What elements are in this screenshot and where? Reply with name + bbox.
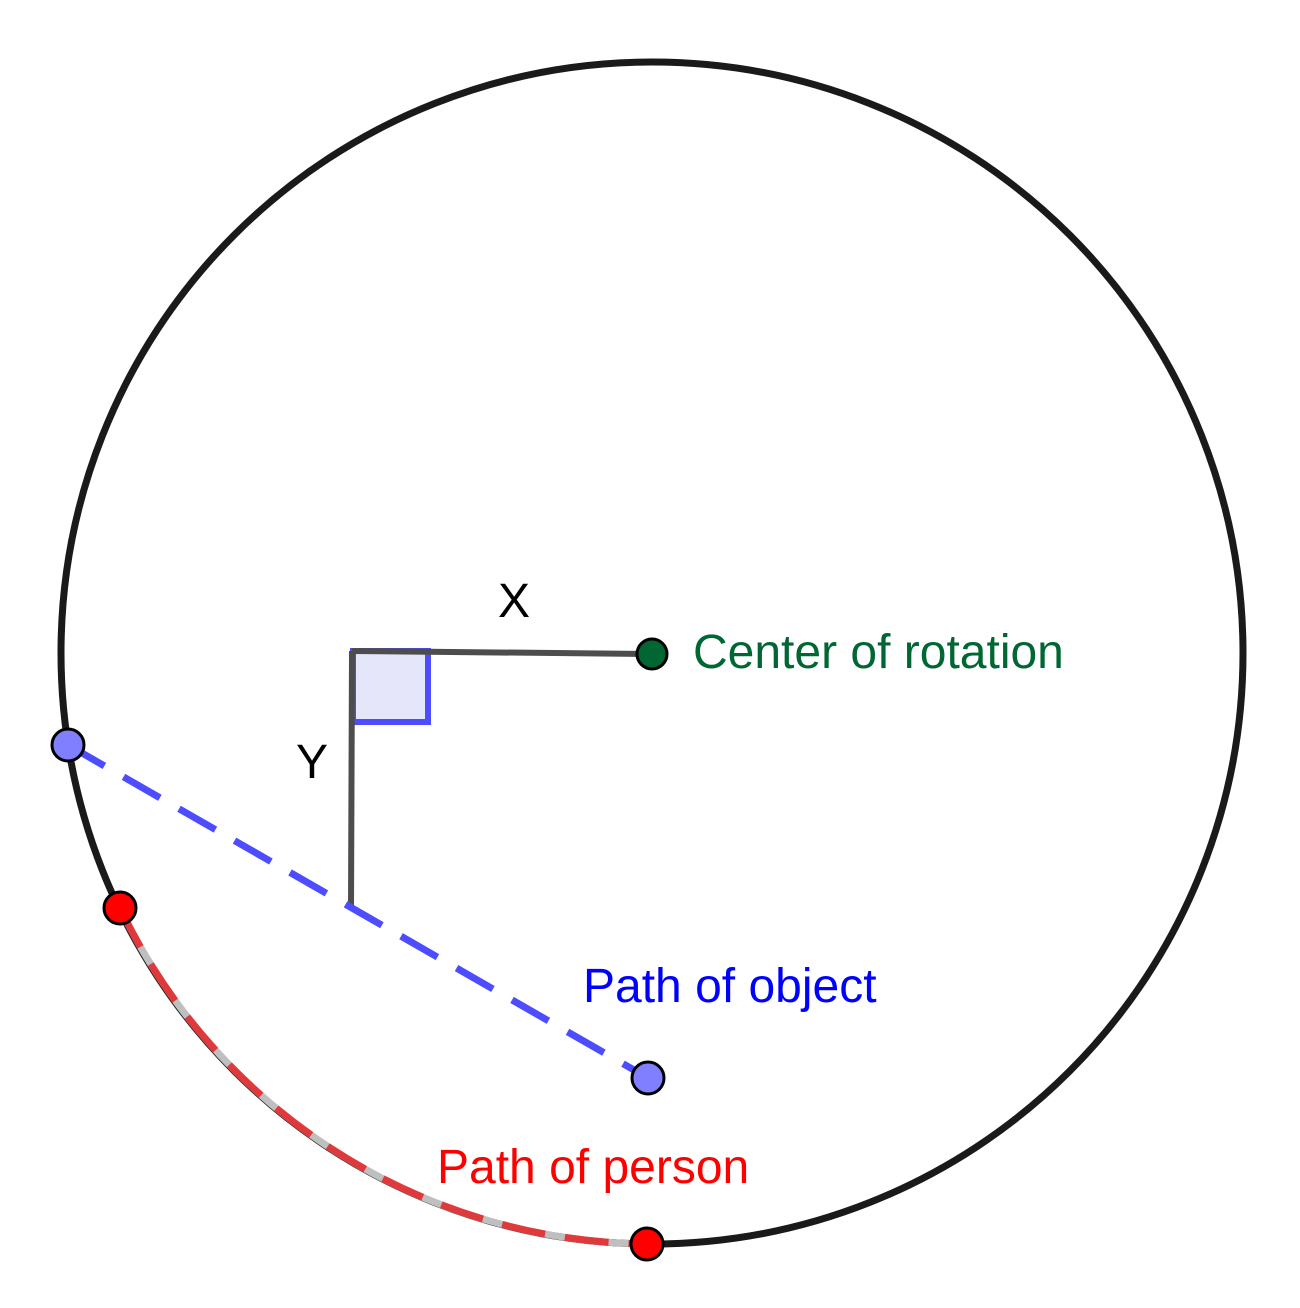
x-segment <box>351 648 653 657</box>
person-path-arc <box>116 906 648 1248</box>
object-path-line <box>66 741 650 1082</box>
person-end-point <box>629 1226 665 1262</box>
center-point <box>635 637 669 671</box>
path-of-person-label: Path of person <box>437 1141 749 1194</box>
y-segment <box>348 650 355 909</box>
person-start-point <box>102 890 138 926</box>
y-label: Y <box>296 736 328 789</box>
object-start-point <box>50 727 86 763</box>
center-of-rotation-label: Center of rotation <box>693 626 1064 679</box>
x-label: X <box>498 575 530 628</box>
object-end-point <box>630 1060 666 1096</box>
right-angle-marker <box>350 648 431 725</box>
path-of-object-label: Path of object <box>583 960 877 1013</box>
